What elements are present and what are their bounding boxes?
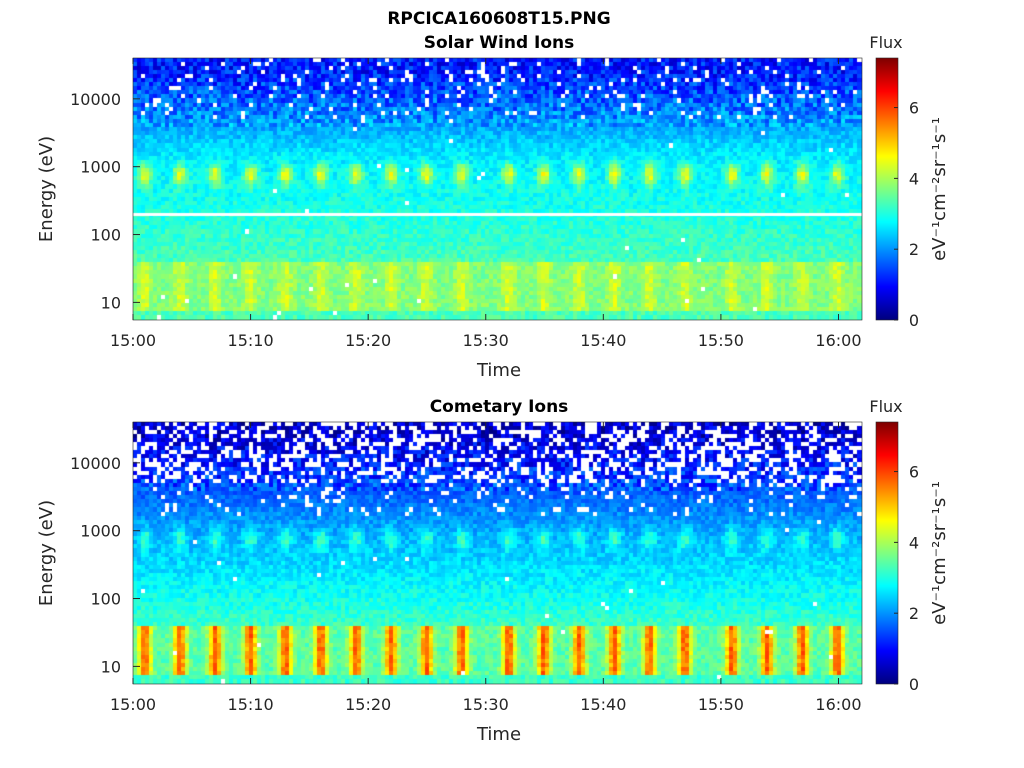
- x-tick-label: 15:10: [228, 695, 274, 714]
- x-tick-label: 15:50: [698, 695, 744, 714]
- colorbar-title-solar-wind: Flux: [869, 33, 902, 52]
- x-tick-label: 15:10: [228, 331, 274, 350]
- colorbar-label-solar-wind: eV⁻¹cm⁻²sr⁻¹s⁻¹: [929, 117, 950, 261]
- x-tick-label: 16:00: [815, 331, 861, 350]
- x-tick-label: 15:00: [110, 695, 156, 714]
- x-tick-label: 15:20: [345, 331, 391, 350]
- figure-title: RPCICA160608T15.PNG: [387, 9, 610, 29]
- axes-cometary: 15:00 15:10 15:20 15:30 15:40 15:50 16:00 10 100…: [70, 421, 863, 714]
- spectrogram-cometary: [133, 422, 862, 684]
- panel-solar-wind-ions: Solar Wind Ions 15:00 15:10 15:20 15:30 15:4…: [36, 33, 950, 381]
- colorbar-tick-label: 6: [909, 463, 919, 482]
- plot-frame: [132, 421, 863, 685]
- panel-title-solar-wind: Solar Wind Ions: [424, 33, 575, 53]
- y-tick-label: 10: [101, 657, 121, 676]
- x-tick-label: 15:30: [463, 331, 509, 350]
- x-tick-label: 15:20: [345, 695, 391, 714]
- colorbar-tick-label: 6: [909, 99, 919, 118]
- colorbar-axes-cometary: 0 2 4 6: [875, 421, 919, 694]
- colorbar-axes-solar-wind: 0 2 4 6: [875, 57, 919, 330]
- spectrogram-solar-wind: [133, 58, 862, 320]
- colorbar-tick-label: 2: [909, 240, 919, 259]
- colorbar-solar-wind: [876, 58, 898, 320]
- x-tick-label: 16:00: [815, 695, 861, 714]
- colorbar-tick-label: 0: [909, 311, 919, 330]
- axes-solar-wind: 15:00 15:10 15:20 15:30 15:40 15:50 16:00 10 100…: [70, 57, 863, 350]
- colorbar-tick-label: 2: [909, 604, 919, 623]
- y-tick-label: 10000: [70, 90, 121, 109]
- y-tick-label: 10000: [70, 454, 121, 473]
- y-tick-label: 100: [90, 226, 121, 245]
- colorbar-tick-label: 4: [909, 169, 919, 188]
- colorbar-cometary: [876, 422, 898, 684]
- y-axis-label-cometary: Energy (eV): [36, 500, 57, 606]
- y-axis-label-solar-wind: Energy (eV): [36, 136, 57, 242]
- y-tick-label: 100: [90, 590, 121, 609]
- colorbar-title-cometary: Flux: [869, 397, 902, 416]
- x-tick-label: 15:40: [580, 695, 626, 714]
- x-tick-label: 15:00: [110, 331, 156, 350]
- x-tick-label: 15:50: [698, 331, 744, 350]
- plot-frame: [132, 57, 863, 321]
- colorbar-tick-label: 4: [909, 533, 919, 552]
- colorbar-frame: [875, 57, 899, 321]
- x-tick-label: 15:40: [580, 331, 626, 350]
- colorbar-tick-label: 0: [909, 675, 919, 694]
- colorbar-label-cometary: eV⁻¹cm⁻²sr⁻¹s⁻¹: [929, 481, 950, 625]
- panel-cometary-ions: Cometary Ions 15:00 15:10 15:20 15:30 15:40 1…: [36, 397, 950, 745]
- colorbar-frame: [875, 421, 899, 685]
- panel-title-cometary: Cometary Ions: [430, 397, 569, 417]
- y-tick-label: 1000: [80, 522, 121, 541]
- y-tick-label: 1000: [80, 158, 121, 177]
- y-tick-label: 10: [101, 293, 121, 312]
- x-tick-label: 15:30: [463, 695, 509, 714]
- x-axis-label-solar-wind: Time: [476, 360, 521, 381]
- x-axis-label-cometary: Time: [476, 724, 521, 745]
